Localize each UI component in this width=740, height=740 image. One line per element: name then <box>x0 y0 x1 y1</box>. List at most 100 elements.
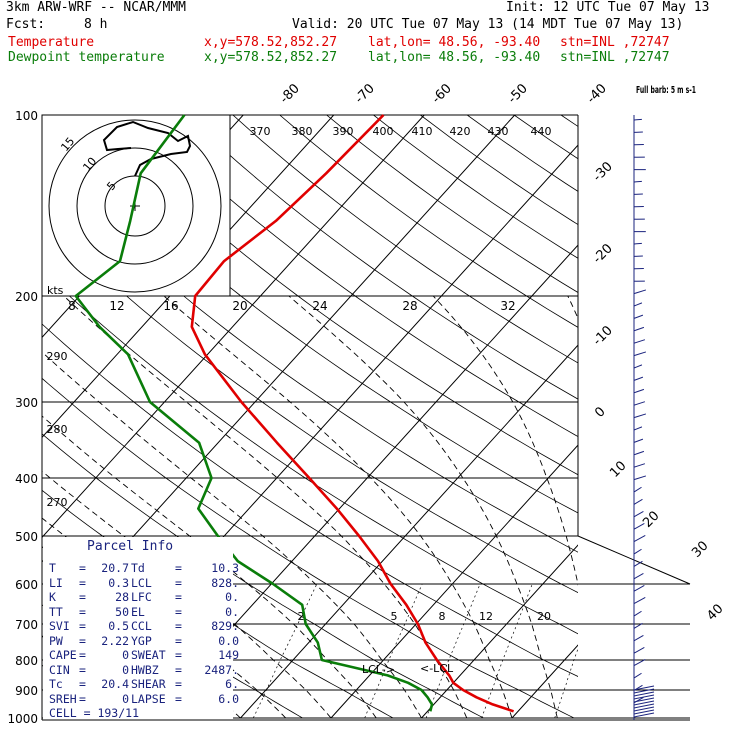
dry-adiabat-400 <box>279 115 578 328</box>
parcel-value: 828. <box>211 575 239 590</box>
wind-barb <box>633 560 643 567</box>
parcel-row: SVI 0.5 = CCL = 829. <box>49 619 239 634</box>
parcel-key: SWEAT <box>131 648 166 662</box>
wind-barb-low <box>633 712 655 718</box>
dry-adiabat-340 <box>42 163 578 553</box>
wind-barb <box>633 388 645 394</box>
temperature-line <box>190 114 515 713</box>
isotherm-label-top-3: -50 <box>505 81 531 107</box>
parcel-value: 829. <box>211 619 239 633</box>
theta-label-390: 390 <box>333 125 354 138</box>
moist-adiabat-15 <box>63 295 468 719</box>
dry-adiabat-370 <box>138 115 578 438</box>
hodograph-trace <box>102 120 192 177</box>
forecast-label: Fcst: <box>6 17 46 32</box>
wind-barb <box>633 351 647 357</box>
hodograph-units: kts <box>47 284 64 297</box>
parcel-row: Tc 20.4 = SHEAR = 6. <box>49 677 239 692</box>
wind-barb <box>633 180 642 183</box>
isotherm-30 <box>603 115 740 718</box>
wind-barb <box>633 376 644 381</box>
pressure-label-800: 800 <box>15 654 38 668</box>
parcel-row: T 20.7 = Td = 10.3 <box>49 561 239 576</box>
mixing-ratio-label-8: 8 <box>439 610 446 623</box>
wind-barb <box>633 585 645 592</box>
dry-adiabat-480 <box>655 115 740 718</box>
parcel-key: YGP <box>131 633 152 648</box>
wind-barb <box>633 426 643 431</box>
temperature-legend: Temperature <box>8 35 95 50</box>
pressure-label-200: 200 <box>15 290 38 304</box>
parcel-value: 0.3 <box>108 575 129 590</box>
speed-label-24: 24 <box>312 299 327 313</box>
parcel-value: 6.0 <box>218 691 239 706</box>
parcel-key: T <box>49 561 56 575</box>
valid-time: Valid: 20 UTC Tue 07 May 13 (14 MDT Tue … <box>292 17 684 32</box>
wind-barb-low <box>633 709 655 715</box>
wind-barb <box>633 118 642 121</box>
parcel-row: PW 2.22 = YGP = 0.0 <box>49 633 239 649</box>
wind-barbs <box>633 115 655 720</box>
parcel-eq: = <box>175 691 182 706</box>
mixing-ratio-line-5 <box>364 583 423 719</box>
theta-left-label-270: 270 <box>47 496 68 509</box>
parcel-value: 28 <box>115 590 129 604</box>
speed-label-28: 28 <box>402 299 417 313</box>
theta-label-440: 440 <box>531 125 552 138</box>
parcel-eq: = <box>79 619 86 633</box>
parcel-info-cell: CELL = 193/11 <box>49 706 140 720</box>
pressure-label-900: 900 <box>15 684 38 698</box>
wind-barb <box>633 486 642 493</box>
parcel-info-box: Parcel Info T 20.7 = Td = 10.3 LI 0.3 = LCL = 828. K… <box>43 537 239 720</box>
isotherm--20 <box>149 244 578 719</box>
wind-barb-low <box>633 703 655 709</box>
speed-label-20: 20 <box>232 299 247 313</box>
pressure-label-600: 600 <box>15 578 38 592</box>
theta-label-420: 420 <box>450 125 471 138</box>
isotherm-label-top-4: -40 <box>584 81 610 107</box>
wind-barb-low <box>633 700 655 706</box>
parcel-eq: = <box>175 561 182 575</box>
wind-barb-low <box>633 694 655 700</box>
parcel-eq: = <box>175 633 182 648</box>
wind-barb <box>633 364 643 369</box>
parcel-row: LI 0.3 = LCL = 828. <box>49 575 239 591</box>
isotherm--10 <box>240 344 578 719</box>
parcel-eq: = <box>175 604 182 619</box>
moist-adiabat-25 <box>288 295 558 719</box>
parcel-value: 10.3 <box>211 561 239 575</box>
wind-barb <box>633 242 642 245</box>
pressure-label-500: 500 <box>15 530 38 544</box>
parcel-eq: = <box>79 648 86 662</box>
parcel-value: 149 <box>218 648 239 662</box>
dry-adiabat-390 <box>232 115 578 364</box>
pressure-label-400: 400 <box>15 472 38 486</box>
parcel-key: CAPE <box>49 648 77 662</box>
wind-barb <box>633 647 645 654</box>
speed-label-12: 12 <box>109 299 124 313</box>
wind-barb <box>633 597 646 605</box>
dewpoint-xy: x,y=578.52,852.27 <box>204 50 338 65</box>
parcel-row: TT 50 = EL = 0. <box>49 604 239 620</box>
isotherm-label-right-6: 30 <box>689 539 711 561</box>
theta-label-430: 430 <box>488 125 509 138</box>
dry-adiabat-380 <box>185 115 578 400</box>
parcel-value: 50 <box>115 604 129 619</box>
parcel-row: CIN 0 = HWBZ = 2487. <box>49 663 239 678</box>
parcel-value: 2.22 <box>101 633 129 648</box>
wind-barb <box>633 289 647 295</box>
wind-barb-low <box>633 697 655 703</box>
moist-adiabat-5 <box>42 415 377 719</box>
hodograph-ring-15 <box>48 119 222 293</box>
wind-barb <box>633 672 642 679</box>
parcel-eq: = <box>175 575 182 590</box>
init-time: Init: 12 UTC Tue 07 May 13 <box>506 0 710 15</box>
speed-label-16: 16 <box>163 299 178 313</box>
temperature-xy: x,y=578.52,852.27 <box>204 35 338 50</box>
mixing-ratio-label-5: 5 <box>391 610 398 623</box>
temperature-latlon: lat,lon= 48.56, -93.40 <box>368 35 541 50</box>
speed-label-8: 8 <box>68 299 76 313</box>
dry-adiabat-300 <box>42 377 578 719</box>
moist-adiabat-0 <box>42 470 332 719</box>
